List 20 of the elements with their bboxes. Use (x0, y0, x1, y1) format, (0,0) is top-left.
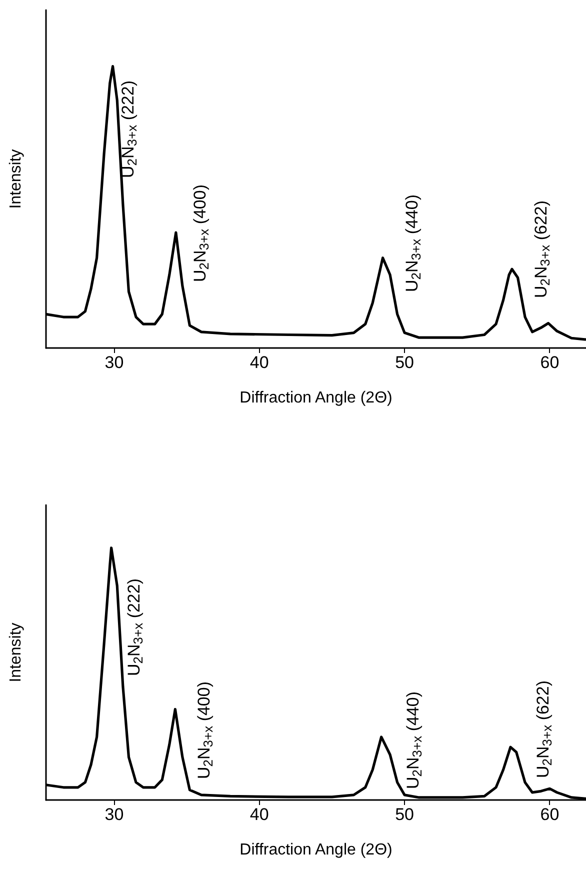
y-axis-title: Intensity (8, 622, 24, 682)
annotation: U2N3+x (400) (190, 184, 212, 282)
annotation: U2N3+x (622) (532, 200, 552, 298)
x-tick-label: 40 (250, 353, 269, 372)
x-tick-label: 50 (395, 353, 414, 372)
x-axis-title: Diffraction Angle (2Θ) (240, 390, 392, 406)
x-tick-label: 40 (250, 805, 269, 824)
x-tick-label: 60 (540, 353, 560, 372)
annotation: U2N3+x (222) (118, 80, 140, 178)
y-axis-title: Intensity (8, 149, 24, 209)
annotation: U2N3+x (222) (124, 578, 146, 676)
x-tick-label: 50 (395, 805, 414, 824)
annotation: U2N3+x (440) (402, 194, 424, 292)
annotation: U2N3+x (440) (404, 691, 424, 789)
annotation: U2N3+x (400) (194, 681, 216, 779)
x-tick-label: 60 (540, 805, 560, 824)
x-tick-label: 30 (104, 353, 124, 372)
annotation: U2N3+x (622) (534, 680, 554, 778)
x-axis-title: Diffraction Angle (2Θ) (240, 842, 392, 858)
x-tick-label: 30 (104, 805, 124, 824)
